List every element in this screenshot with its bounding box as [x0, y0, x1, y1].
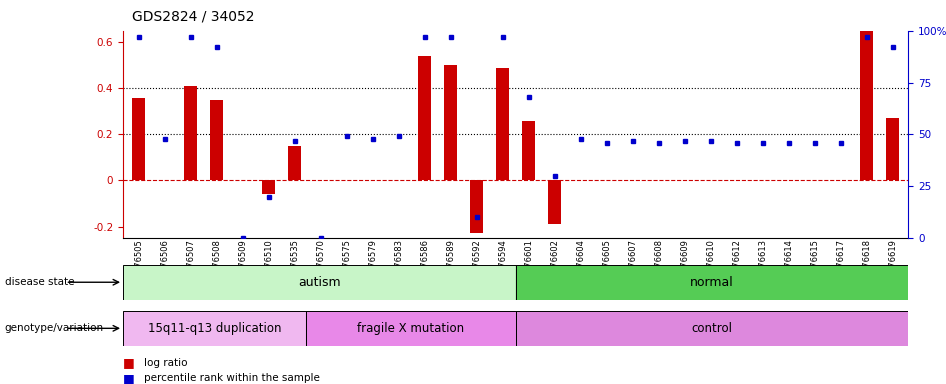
Bar	[496, 68, 509, 180]
Bar	[886, 118, 899, 180]
Bar	[123, 311, 307, 346]
Bar	[470, 180, 483, 233]
Bar	[516, 265, 908, 300]
Text: normal: normal	[690, 276, 734, 289]
Bar	[184, 86, 197, 180]
Bar	[307, 311, 516, 346]
Text: autism: autism	[298, 276, 341, 289]
Text: fragile X mutation: fragile X mutation	[358, 322, 464, 335]
Bar	[307, 311, 516, 346]
Bar	[516, 311, 908, 346]
Bar	[123, 311, 307, 346]
Bar	[132, 98, 145, 180]
Bar	[860, 0, 873, 180]
Text: genotype/variation: genotype/variation	[5, 323, 104, 333]
Bar	[262, 180, 275, 194]
Bar	[522, 121, 535, 180]
Bar	[123, 265, 516, 300]
Text: ■: ■	[123, 372, 134, 384]
Text: percentile rank within the sample: percentile rank within the sample	[144, 373, 320, 383]
Text: control: control	[692, 322, 732, 335]
Bar	[516, 265, 908, 300]
Text: disease state: disease state	[5, 277, 74, 287]
Text: log ratio: log ratio	[144, 358, 187, 368]
Bar	[418, 56, 431, 180]
Bar	[210, 100, 223, 180]
Bar	[123, 265, 516, 300]
Text: GDS2824 / 34052: GDS2824 / 34052	[132, 9, 254, 23]
Bar	[548, 180, 561, 224]
Text: ■: ■	[123, 356, 134, 369]
Bar	[516, 311, 908, 346]
Text: 15q11-q13 duplication: 15q11-q13 duplication	[148, 322, 281, 335]
Bar	[444, 65, 457, 180]
Bar	[289, 146, 301, 180]
